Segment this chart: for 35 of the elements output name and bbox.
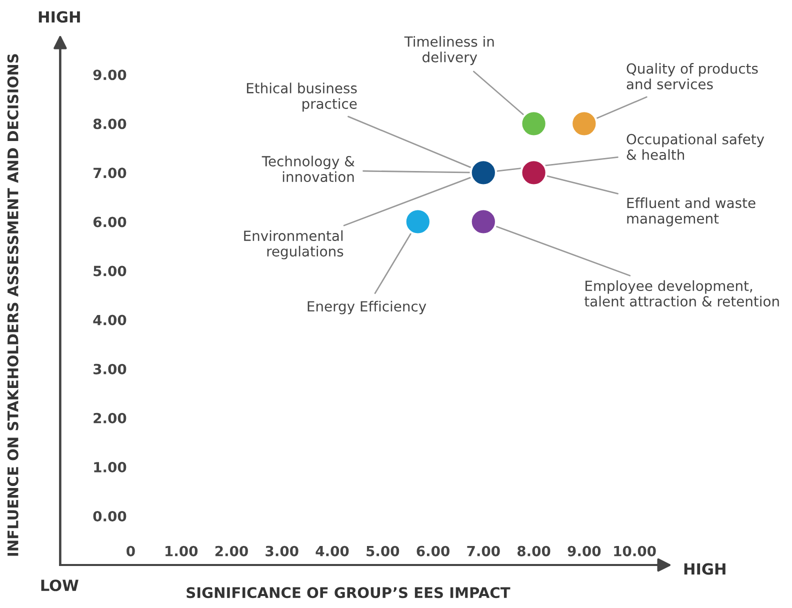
y-tick-label: 5.00 (94, 266, 126, 276)
y-tick-label: 8.00 (93, 118, 126, 130)
y-tick-label: 2.00 (94, 412, 126, 424)
text: HIGH (38, 11, 80, 23)
x-tick-label: 7.00 (467, 546, 500, 556)
y-tick-label: 0.00 (93, 510, 126, 522)
annotation: Timeliness in delivery (404, 36, 494, 66)
x-tick-label: 8.00 (517, 546, 550, 556)
x-tick-label: 6.00 (416, 546, 450, 556)
annotation: Technology & innovation (262, 156, 354, 182)
y-tick-label: 7.00 (94, 168, 126, 178)
y-axis-title: INFLUENCE ON STAKEHOLDERS ASSESSMENT AND DECISIONS (7, 54, 18, 556)
y-tick-label: 4.00 (93, 314, 126, 326)
x-tick-label: 5.00 (366, 546, 400, 556)
x-tick-label: 9.00 (568, 546, 601, 556)
text: HIGH (684, 563, 726, 575)
annotation: Effluent and waste management (627, 197, 756, 226)
x-tick-label: 2.00 (215, 546, 248, 556)
y-tick-label: 1.00 (94, 462, 126, 472)
text: LOW (41, 580, 78, 592)
annotation: Occupational safety & health (626, 134, 764, 160)
annotation: Environmental regulations (244, 230, 344, 260)
x-tick-label: 10.00 (614, 546, 656, 556)
x-tick-label: 1.00 (166, 546, 198, 556)
x-tick-label: 4.00 (316, 546, 349, 556)
annotation: Energy Efficiency (308, 300, 426, 314)
annotation: Employee development, talent attraction & retention (584, 280, 779, 307)
y-tick-label: 9.00 (93, 70, 126, 80)
annotation: Quality of products and services (626, 63, 758, 90)
annotation: Ethical business practice (246, 82, 357, 112)
y-tick-label: 6.00 (93, 216, 126, 228)
x-tick-label: 0 (126, 546, 135, 556)
x-tick-label: 3.00 (266, 546, 298, 556)
y-tick-label: 3.00 (94, 364, 126, 374)
x-axis-title: SIGNIFICANCE OF GROUP’S EES IMPACT (186, 587, 510, 598)
